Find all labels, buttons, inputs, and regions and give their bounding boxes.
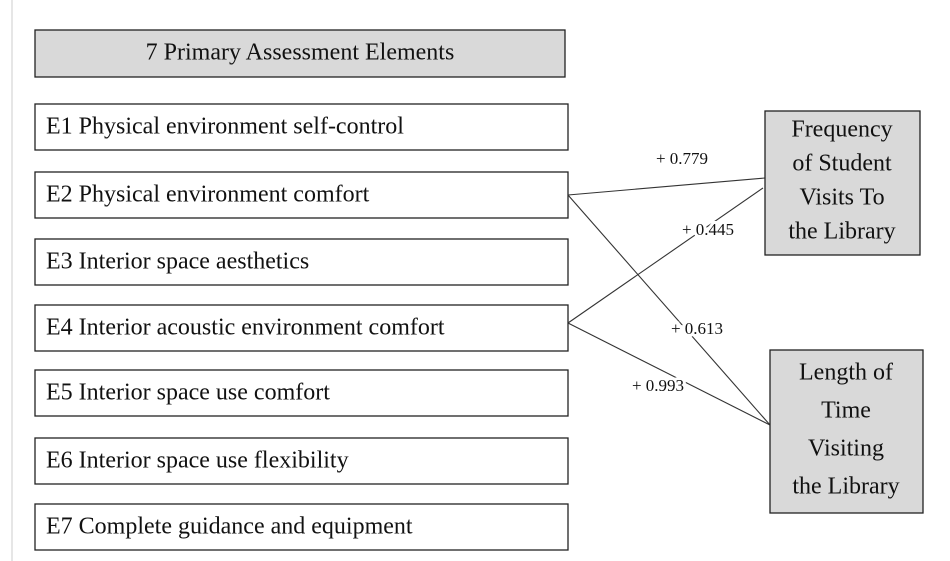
edge-label: + 0.445 <box>682 220 734 239</box>
element-box <box>34 304 569 352</box>
element-label: E1 Physical environment self-control <box>46 114 404 140</box>
outcome-line: Visits To <box>799 185 884 211</box>
outcome-texts: Frequency of Student Visits To the Library L… <box>788 117 899 500</box>
element-box <box>34 171 569 219</box>
outcome-line: the Library <box>792 474 899 500</box>
element-label: E4 Interior acoustic environment comfort <box>46 315 445 341</box>
outcome-box <box>764 110 921 256</box>
edge-label: + 0.613 <box>671 319 723 338</box>
element-label: E5 Interior space use comfort <box>46 380 330 406</box>
edge <box>567 177 766 196</box>
edge-label: + 0.779 <box>656 149 708 168</box>
edge-label: + 0.993 <box>632 376 684 395</box>
edge <box>567 187 764 324</box>
header-title: 7 Primary Assessment Elements <box>146 40 455 66</box>
outcome-line: of Student <box>792 151 892 177</box>
header-box <box>34 29 566 78</box>
element-label: E2 Physical environment comfort <box>46 182 370 208</box>
element-box <box>34 238 569 286</box>
outcome-line: Visiting <box>808 436 884 462</box>
outcome-line: Frequency <box>791 117 892 143</box>
outcome-box <box>769 349 924 514</box>
element-box <box>34 503 569 551</box>
element-box <box>34 437 569 485</box>
outcome-line: Length of <box>799 360 893 386</box>
element-label: E6 Interior space use flexibility <box>46 448 349 474</box>
element-label: E3 Interior space aesthetics <box>46 249 309 275</box>
outcome-line: the Library <box>788 219 895 245</box>
edge <box>567 194 771 426</box>
element-label: E7 Complete guidance and equipment <box>46 514 413 540</box>
outcome-line: Time <box>821 398 871 424</box>
element-box <box>34 103 569 151</box>
element-list: E1 Physical environment self-control E2 P… <box>34 103 569 551</box>
element-box <box>34 369 569 417</box>
edge <box>567 322 771 426</box>
